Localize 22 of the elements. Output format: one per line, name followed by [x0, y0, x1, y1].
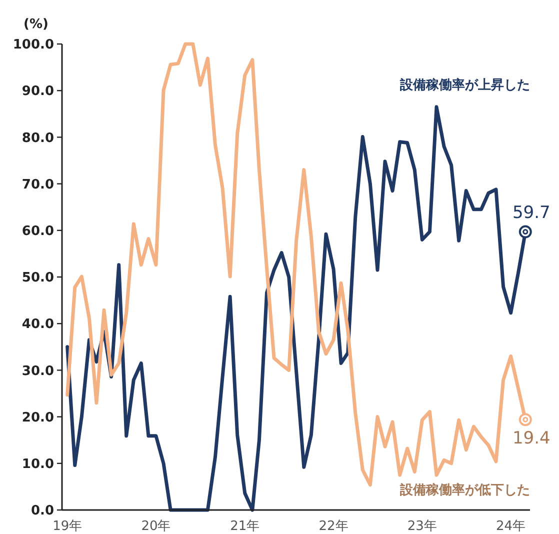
- x-tick-label: 22年: [318, 519, 348, 534]
- annotation: 19.4: [512, 428, 550, 449]
- x-tick-label: 24年: [496, 519, 526, 534]
- x-tick-label: 23年: [407, 519, 437, 534]
- y-tick-label: 20.0: [22, 410, 54, 426]
- y-axis-title: (%): [24, 17, 48, 32]
- text: 設備稼働率が上昇した: [399, 77, 530, 93]
- y-tick-label: 80.0: [22, 130, 54, 146]
- x-tick-label: 20年: [141, 519, 171, 534]
- x-tick-label: 19年: [52, 519, 82, 534]
- y-tick-label: 50.0: [22, 270, 54, 286]
- y-tick-label: 10.0: [22, 456, 54, 472]
- series-label: 設備稼働率が低下した: [399, 482, 530, 498]
- x-tick-label: 21年: [230, 519, 260, 534]
- y-tick-label: 40.0: [22, 317, 54, 332]
- y-tick-label: 60.0: [22, 224, 54, 239]
- y-tick-label: 30.0: [22, 364, 54, 379]
- y-tick-label: 0.0: [30, 504, 54, 519]
- y-tick-label: 90.0: [22, 84, 54, 100]
- annotation: 59.7: [512, 202, 550, 223]
- y-tick-label: 70.0: [22, 177, 54, 192]
- y-tick-label: 100.0: [12, 38, 54, 53]
